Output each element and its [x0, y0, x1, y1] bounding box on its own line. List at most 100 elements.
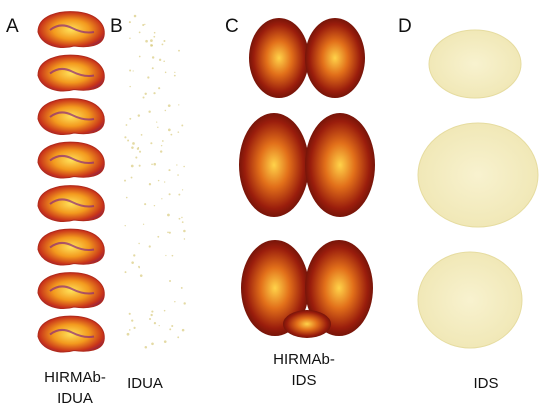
speck [183, 165, 185, 168]
speck [167, 104, 171, 108]
speck [140, 134, 143, 136]
speck [144, 23, 146, 26]
speck [148, 110, 151, 113]
speck [163, 40, 166, 43]
speck [178, 49, 180, 52]
brain-detail [49, 24, 95, 34]
speck [178, 104, 180, 106]
speck [153, 204, 156, 207]
speck [144, 346, 148, 349]
speck [150, 142, 153, 145]
brain-detail [49, 328, 95, 338]
speck [181, 221, 184, 223]
brain-section [37, 11, 105, 48]
coronal-section [239, 113, 309, 217]
speck [124, 271, 127, 274]
speck [169, 328, 172, 331]
speck [157, 126, 159, 129]
speck [126, 332, 130, 336]
speck [151, 163, 153, 166]
speck [124, 224, 126, 227]
brain-detail [49, 241, 95, 251]
speck [150, 39, 153, 43]
speck [167, 213, 170, 217]
speck [151, 56, 155, 59]
coronal-section [305, 113, 375, 217]
panel-label: D [398, 16, 412, 37]
brain-section [37, 228, 105, 266]
speck [153, 162, 157, 166]
speck [183, 229, 186, 233]
speck [142, 223, 145, 225]
speck [144, 92, 147, 95]
speck [165, 254, 167, 257]
speck [131, 319, 134, 322]
speck [128, 329, 131, 331]
speck [137, 146, 140, 149]
speck [171, 254, 174, 257]
speck [177, 174, 179, 176]
speck [176, 164, 178, 166]
caption: HIRMAb- [273, 351, 335, 368]
speck [174, 300, 176, 303]
speck [153, 31, 156, 34]
speck [164, 71, 167, 74]
speck [157, 235, 160, 238]
speck [133, 326, 136, 329]
speck [139, 274, 143, 277]
speck [150, 313, 153, 317]
speck [163, 309, 166, 312]
brain-detail [49, 111, 95, 121]
panels [37, 11, 539, 353]
speck [169, 280, 172, 283]
speck [168, 193, 171, 196]
speck [161, 140, 164, 142]
speck [131, 146, 134, 149]
speck [153, 35, 156, 38]
speck [142, 96, 145, 99]
pale-section [417, 122, 539, 228]
speck [183, 238, 186, 240]
coronal-section [241, 240, 309, 336]
speck [158, 325, 160, 327]
speck [151, 342, 154, 346]
speck [131, 261, 134, 264]
caption: IDS [291, 372, 316, 389]
speck [181, 328, 185, 332]
speck [161, 43, 164, 46]
speck [133, 254, 136, 257]
speck [138, 265, 140, 268]
speck [160, 144, 163, 147]
speck [138, 31, 141, 34]
coronal-section [305, 18, 365, 98]
speck [148, 317, 152, 321]
coronal-section [305, 240, 373, 336]
speck [125, 124, 128, 126]
speck [158, 87, 161, 90]
brain-detail [49, 198, 95, 208]
speck [183, 302, 186, 305]
panel-label: A [6, 16, 19, 37]
speck [132, 70, 134, 72]
brain-section [37, 315, 105, 353]
speck [148, 183, 152, 186]
speck [174, 71, 176, 73]
speck [181, 216, 183, 219]
speck [163, 340, 167, 343]
speck [167, 231, 169, 234]
speck [158, 58, 162, 62]
brain-section [37, 272, 105, 309]
brain-detail [49, 67, 95, 77]
speck [153, 92, 156, 95]
speck [161, 198, 163, 200]
speck [145, 39, 148, 43]
brain-section [37, 54, 105, 92]
speck [171, 324, 174, 328]
speck [163, 181, 166, 183]
speck [173, 74, 176, 77]
speck [124, 179, 126, 182]
speck [137, 114, 141, 117]
caption: IDUA [127, 375, 163, 392]
speck [151, 67, 154, 70]
speck [133, 14, 137, 18]
